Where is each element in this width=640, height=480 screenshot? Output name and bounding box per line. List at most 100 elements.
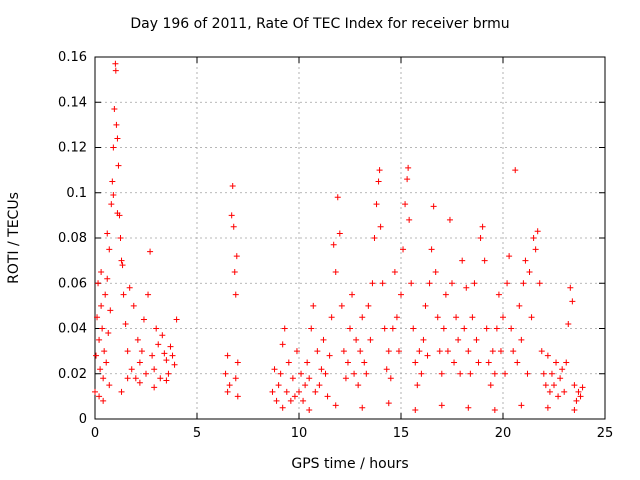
- data-point: [381, 325, 388, 332]
- y-tick-label: 0.08: [58, 231, 87, 246]
- data-point: [114, 210, 121, 217]
- data-point: [500, 314, 506, 321]
- data-point: [95, 280, 102, 287]
- data-point: [124, 348, 131, 355]
- data-point: [320, 336, 327, 343]
- data-point: [167, 343, 174, 350]
- data-point: [504, 280, 511, 287]
- data-point: [436, 348, 443, 355]
- data-point: [233, 253, 240, 260]
- axis-ticks: 0 0.02 0.04 0.06 0.08 0.1 0.12 0.14 0.16 0 5 10 15 20…: [58, 50, 613, 441]
- grid-lines: [95, 57, 605, 419]
- data-point: [497, 348, 504, 355]
- data-point: [330, 241, 337, 248]
- data-point: [130, 302, 137, 309]
- data-point: [338, 302, 345, 309]
- data-point: [110, 144, 117, 151]
- y-tick-label: 0.1: [66, 186, 87, 201]
- data-point: [453, 314, 460, 321]
- data-point: [442, 291, 449, 298]
- data-points: [92, 60, 586, 413]
- data-point: [359, 404, 366, 411]
- data-point: [316, 382, 323, 389]
- data-point: [514, 359, 521, 366]
- data-point: [538, 348, 545, 355]
- data-point: [98, 268, 105, 275]
- data-point: [577, 393, 584, 400]
- data-point: [340, 348, 347, 355]
- data-point: [306, 406, 313, 413]
- data-point: [451, 359, 458, 366]
- data-point: [518, 402, 525, 409]
- data-point: [322, 370, 329, 377]
- data-point: [328, 314, 335, 321]
- data-point: [107, 307, 114, 314]
- data-point: [94, 314, 101, 321]
- data-point: [118, 257, 125, 264]
- data-point: [561, 388, 568, 395]
- data-point: [383, 366, 390, 373]
- data-point: [349, 291, 356, 298]
- data-point: [118, 388, 125, 395]
- data-point: [159, 332, 166, 339]
- data-point: [506, 253, 513, 260]
- data-point: [522, 257, 529, 264]
- data-point: [136, 379, 143, 386]
- data-point: [457, 370, 464, 377]
- data-point: [234, 359, 241, 366]
- y-tick-label: 0.16: [58, 50, 87, 65]
- data-point: [231, 268, 238, 275]
- data-point: [424, 352, 431, 359]
- data-point: [273, 397, 280, 404]
- data-point: [108, 201, 115, 208]
- data-point: [406, 216, 413, 223]
- data-point: [553, 359, 560, 366]
- data-point: [416, 348, 423, 355]
- data-point: [526, 268, 533, 275]
- data-point: [336, 230, 343, 237]
- data-point: [391, 268, 398, 275]
- data-point: [363, 370, 370, 377]
- data-point: [296, 388, 302, 395]
- data-point: [103, 359, 110, 366]
- data-point: [105, 330, 112, 337]
- data-point: [293, 348, 300, 355]
- data-point: [518, 336, 525, 343]
- data-point: [485, 359, 492, 366]
- data-point: [438, 402, 445, 409]
- data-point: [557, 375, 564, 382]
- data-point: [112, 60, 119, 67]
- data-point: [532, 246, 539, 253]
- data-point: [102, 291, 109, 298]
- data-point: [224, 352, 231, 359]
- data-point: [147, 248, 154, 255]
- data-point: [134, 336, 141, 343]
- data-point: [569, 298, 576, 305]
- data-point: [128, 366, 135, 373]
- data-point: [495, 291, 502, 298]
- data-point: [544, 404, 551, 411]
- data-point: [285, 359, 292, 366]
- x-tick-label: 15: [393, 426, 410, 441]
- data-point: [304, 359, 311, 366]
- data-point: [395, 348, 402, 355]
- data-point: [410, 325, 417, 332]
- data-point: [234, 393, 241, 400]
- data-point: [279, 341, 286, 348]
- data-point: [357, 348, 364, 355]
- data-point: [275, 382, 282, 389]
- data-point: [306, 375, 313, 382]
- data-point: [136, 359, 143, 366]
- data-point: [232, 375, 239, 382]
- x-tick-label: 20: [495, 426, 512, 441]
- data-point: [104, 230, 111, 237]
- data-point: [283, 388, 290, 395]
- data-point: [510, 348, 517, 355]
- data-point: [408, 280, 415, 287]
- data-point: [332, 402, 339, 409]
- data-point: [222, 370, 229, 377]
- data-point: [430, 203, 437, 210]
- data-point: [377, 223, 384, 230]
- data-point: [122, 320, 129, 327]
- data-point: [520, 280, 527, 287]
